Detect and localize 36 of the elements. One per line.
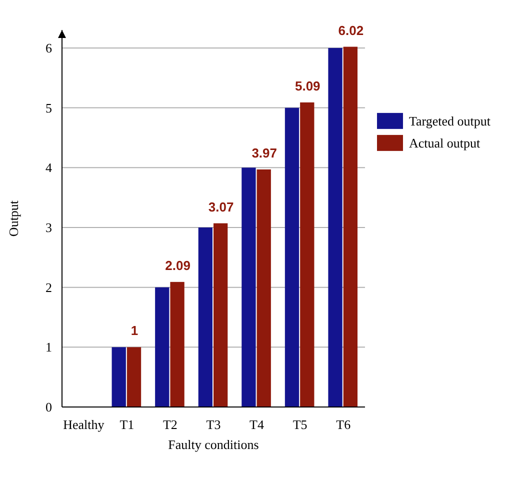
y-tick-label: 6 xyxy=(46,40,52,56)
y-tick-label: 2 xyxy=(46,280,52,295)
data-label: 3.97 xyxy=(252,145,278,160)
bar xyxy=(170,282,184,407)
x-tick-label: T6 xyxy=(336,417,352,432)
legend-label: Targeted output xyxy=(409,113,491,128)
bar xyxy=(112,347,126,407)
bar xyxy=(126,347,142,407)
y-axis-title: Output xyxy=(6,200,21,237)
x-tick-label: T5 xyxy=(292,417,308,432)
bar xyxy=(284,108,300,407)
data-label: 1 xyxy=(130,323,138,338)
bar xyxy=(198,227,212,407)
bar xyxy=(300,102,314,407)
y-tick-label: 1 xyxy=(46,340,52,355)
x-tick-label: Healthy xyxy=(63,417,105,432)
y-tick-label: 4 xyxy=(46,160,52,176)
bar xyxy=(328,48,342,407)
bar xyxy=(155,287,170,407)
data-label: 3.07 xyxy=(208,199,234,214)
data-label: 6.02 xyxy=(338,22,364,38)
x-tick-label: T2 xyxy=(162,417,178,432)
bar xyxy=(214,223,228,407)
x-tick-label: T4 xyxy=(250,417,264,432)
bar xyxy=(256,169,271,407)
data-label: 5.09 xyxy=(294,78,320,94)
x-tick-label: T3 xyxy=(206,417,221,432)
bar xyxy=(343,46,358,407)
y-tick-label: 3 xyxy=(46,220,52,236)
legend-label: Actual output xyxy=(409,135,481,150)
x-axis-title: Faulty conditions xyxy=(168,437,259,452)
bar xyxy=(242,168,256,407)
data-label: 2.09 xyxy=(165,258,190,273)
x-tick-label: T1 xyxy=(120,417,134,432)
y-tick-label: 5 xyxy=(46,100,52,116)
y-tick-label: 0 xyxy=(46,400,52,415)
